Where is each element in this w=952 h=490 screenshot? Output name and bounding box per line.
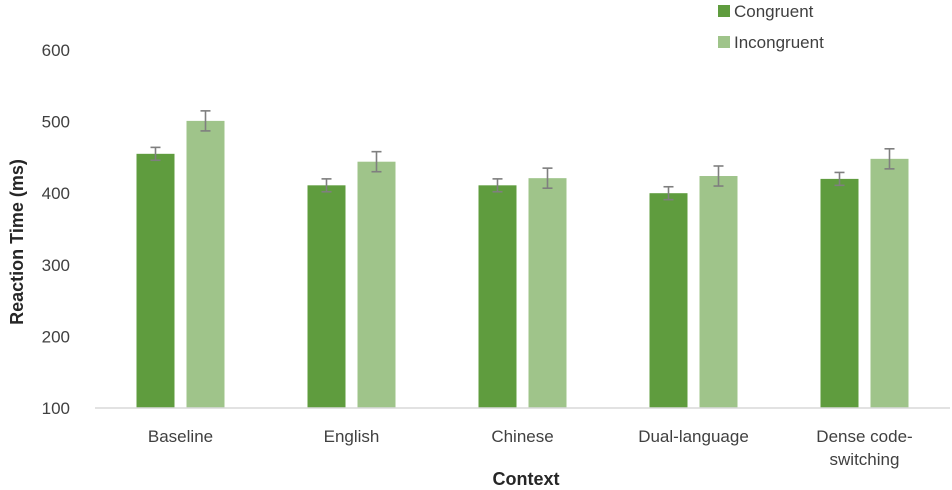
bar-congruent-1 [307,185,346,408]
x-category-label: Chinese [491,427,553,446]
bar-incongruent-3 [699,176,738,408]
y-axis-ticks: 100 200 300 400 500 600 [42,41,70,418]
y-tick-label: 600 [42,41,70,60]
legend-label-incongruent: Incongruent [734,33,824,52]
error-bar-incongruent-2 [542,167,553,189]
x-category-label: Dense code- [816,427,912,446]
x-category-label: Baseline [148,427,213,446]
y-tick-label: 100 [42,399,70,418]
bar-congruent-0 [136,153,175,408]
legend-swatch-incongruent [718,36,730,48]
x-axis-title: Context [493,469,560,489]
bars [136,110,909,408]
error-bar-congruent-1 [321,178,332,193]
bar-congruent-4 [820,178,859,408]
x-category-label: switching [830,450,900,469]
x-category-label: English [324,427,380,446]
bar-incongruent-0 [186,120,225,408]
error-bar-congruent-4 [834,171,845,187]
y-tick-label: 500 [42,113,70,132]
error-bar-incongruent-1 [371,150,382,173]
error-bar-congruent-3 [663,185,674,201]
error-bar-incongruent-0 [200,110,211,132]
bar-congruent-3 [649,193,688,408]
x-axis-categories: Baseline English Chinese Dual-language Dense… [148,427,913,469]
bar-incongruent-4 [870,158,909,408]
error-bar-incongruent-3 [713,165,724,187]
legend-swatch-congruent [718,5,730,17]
error-bar-congruent-2 [492,178,503,193]
bar-incongruent-1 [357,161,396,408]
y-tick-label: 300 [42,256,70,275]
error-bar-congruent-0 [150,146,161,162]
bar-incongruent-2 [528,178,567,408]
x-category-label: Dual-language [638,427,749,446]
bar-congruent-2 [478,185,517,408]
y-axis-title: Reaction Time (ms) [7,159,27,325]
y-tick-label: 400 [42,184,70,203]
legend: Congruent Incongruent [718,2,824,52]
y-tick-label: 200 [42,327,70,346]
error-bar-incongruent-4 [884,148,895,170]
legend-label-congruent: Congruent [734,2,814,21]
